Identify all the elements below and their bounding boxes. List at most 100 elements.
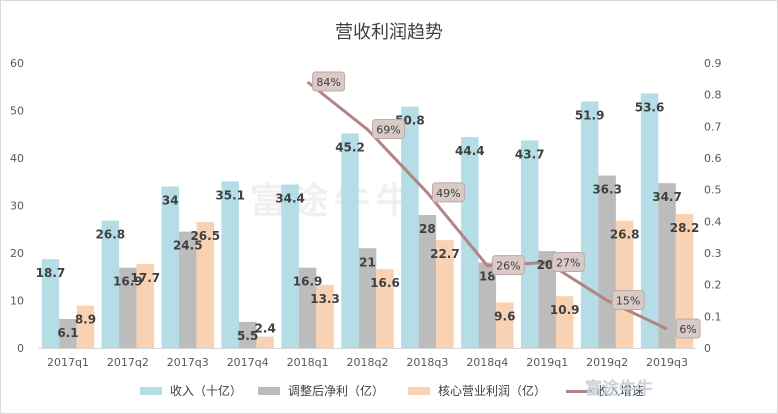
growth-data-label: 6% <box>679 323 696 336</box>
bar-net-profit <box>179 231 197 348</box>
y-left-tick-label: 0 <box>17 342 24 355</box>
bar-revenue <box>341 133 359 348</box>
watermark-logo: 富途牛牛 <box>585 379 653 399</box>
growth-data-label: 26% <box>496 260 520 273</box>
bar-data-label: 53.6 <box>635 100 665 114</box>
legend-line-growth <box>566 390 592 393</box>
y-left-tick-label: 40 <box>10 152 24 165</box>
bar-data-label: 2.4 <box>255 322 276 336</box>
bar-core-profit <box>675 214 694 348</box>
y-left-tick-label: 60 <box>10 57 24 70</box>
bar-data-label: 16.9 <box>113 275 143 289</box>
legend-label-revenue: 收入（十亿） <box>170 384 243 398</box>
bar-core-profit <box>496 302 514 348</box>
bar-core-profit <box>196 222 215 348</box>
bar-net-profit <box>238 321 257 348</box>
bar-core-profit <box>615 220 634 348</box>
growth-callout-box <box>312 71 346 92</box>
bar-revenue <box>640 93 659 349</box>
y-left-tick-label: 10 <box>10 295 24 308</box>
bar-core-profit <box>316 284 334 348</box>
x-tick-label: 2018q4 <box>466 356 508 369</box>
growth-callout-box <box>675 318 701 339</box>
growth-data-label: 27% <box>556 257 580 270</box>
bar-net-profit <box>298 267 317 348</box>
bar-net-profit <box>598 175 616 348</box>
growth-data-label: 69% <box>376 124 400 137</box>
legend-label-core-profit: 核心营业利润（亿） <box>438 384 547 398</box>
y-right-tick-label: 0.5 <box>704 184 722 197</box>
bar-data-label: 35.1 <box>215 188 245 202</box>
y-right-tick-label: 0.6 <box>704 152 722 165</box>
growth-callout-box <box>431 182 465 203</box>
growth-callout-box <box>551 252 585 272</box>
y-right-tick-label: 0.4 <box>704 215 722 228</box>
y-right-tick-label: 0.7 <box>704 120 722 133</box>
y-right-tick-label: 0 <box>704 342 711 355</box>
x-tick-label: 2017q4 <box>227 356 269 369</box>
bar-data-label: 5.5 <box>237 329 258 343</box>
chart-title: 营收利润趋势 <box>335 22 443 43</box>
bar-data-label: 24.5 <box>173 239 203 253</box>
bar-data-label: 45.2 <box>335 140 365 154</box>
bar-data-label: 10.9 <box>550 303 580 317</box>
bar-core-profit <box>555 296 574 348</box>
bar-core-profit <box>136 263 155 348</box>
bar-data-label: 22.7 <box>430 247 460 261</box>
legend-label-net-profit: 调整后净利（亿） <box>288 384 385 398</box>
legend-swatch-net-profit <box>258 387 280 395</box>
bar-core-profit <box>76 305 95 348</box>
growth-callout-box <box>491 255 525 276</box>
x-tick-label: 2019q2 <box>586 356 628 369</box>
bar-data-label: 43.7 <box>515 147 545 161</box>
growth-line <box>306 80 668 331</box>
x-tick-label: 2017q2 <box>107 356 149 369</box>
bar-revenue <box>221 181 239 348</box>
x-tick-label: 2018q2 <box>347 356 389 369</box>
bar-data-label: 51.9 <box>575 108 605 122</box>
bar-net-profit <box>59 319 77 348</box>
y-left-tick-label: 50 <box>10 105 24 118</box>
watermark-center: 富途牛牛 <box>250 181 419 222</box>
legend-swatch-core-profit <box>408 387 430 395</box>
bar-data-label: 26.8 <box>610 228 640 242</box>
bar-data-label: 34.4 <box>275 192 305 206</box>
y-right-tick-label: 0.8 <box>704 89 722 102</box>
bar-core-profit <box>436 240 454 348</box>
bar-revenue <box>580 101 599 348</box>
bar-data-label: 21 <box>359 255 376 269</box>
bar-data-label: 34 <box>162 194 179 208</box>
y-right-tick-label: 0.1 <box>704 310 722 323</box>
bar-revenue <box>401 106 419 348</box>
bar-core-profit <box>256 336 274 348</box>
bar-data-label: 26.8 <box>96 228 126 242</box>
bar-revenue <box>520 140 539 348</box>
bar-net-profit <box>538 251 556 348</box>
bar-data-label: 8.9 <box>75 313 96 327</box>
bar-data-label: 16.6 <box>370 276 400 290</box>
y-right-tick-label: 0.9 <box>704 57 722 70</box>
y-right-tick-label: 0.2 <box>704 279 722 292</box>
bar-net-profit <box>418 215 437 348</box>
bar-revenue <box>101 220 120 348</box>
bar-data-label: 17.7 <box>131 271 161 285</box>
legend-label-growth: 收入增速 <box>596 384 645 398</box>
growth-callout-box <box>372 119 405 139</box>
y-right-tick-label: 0.3 <box>704 247 722 260</box>
bar-data-label: 28.2 <box>670 221 700 235</box>
x-tick-label: 2018q1 <box>287 356 329 369</box>
bar-revenue <box>161 186 180 348</box>
bar-data-label: 36.3 <box>592 183 622 197</box>
bar-data-label: 28 <box>419 222 436 236</box>
bar-data-label: 18.7 <box>36 266 66 280</box>
legend-swatch-revenue <box>140 387 162 395</box>
bar-data-label: 9.6 <box>494 309 515 323</box>
bar-net-profit <box>478 262 497 348</box>
x-tick-label: 2018q3 <box>406 356 448 369</box>
growth-data-label: 15% <box>616 295 640 308</box>
bar-net-profit <box>658 183 676 348</box>
bar-core-profit <box>376 269 394 348</box>
x-tick-label: 2019q3 <box>646 356 688 369</box>
x-tick-label: 2017q3 <box>167 356 209 369</box>
